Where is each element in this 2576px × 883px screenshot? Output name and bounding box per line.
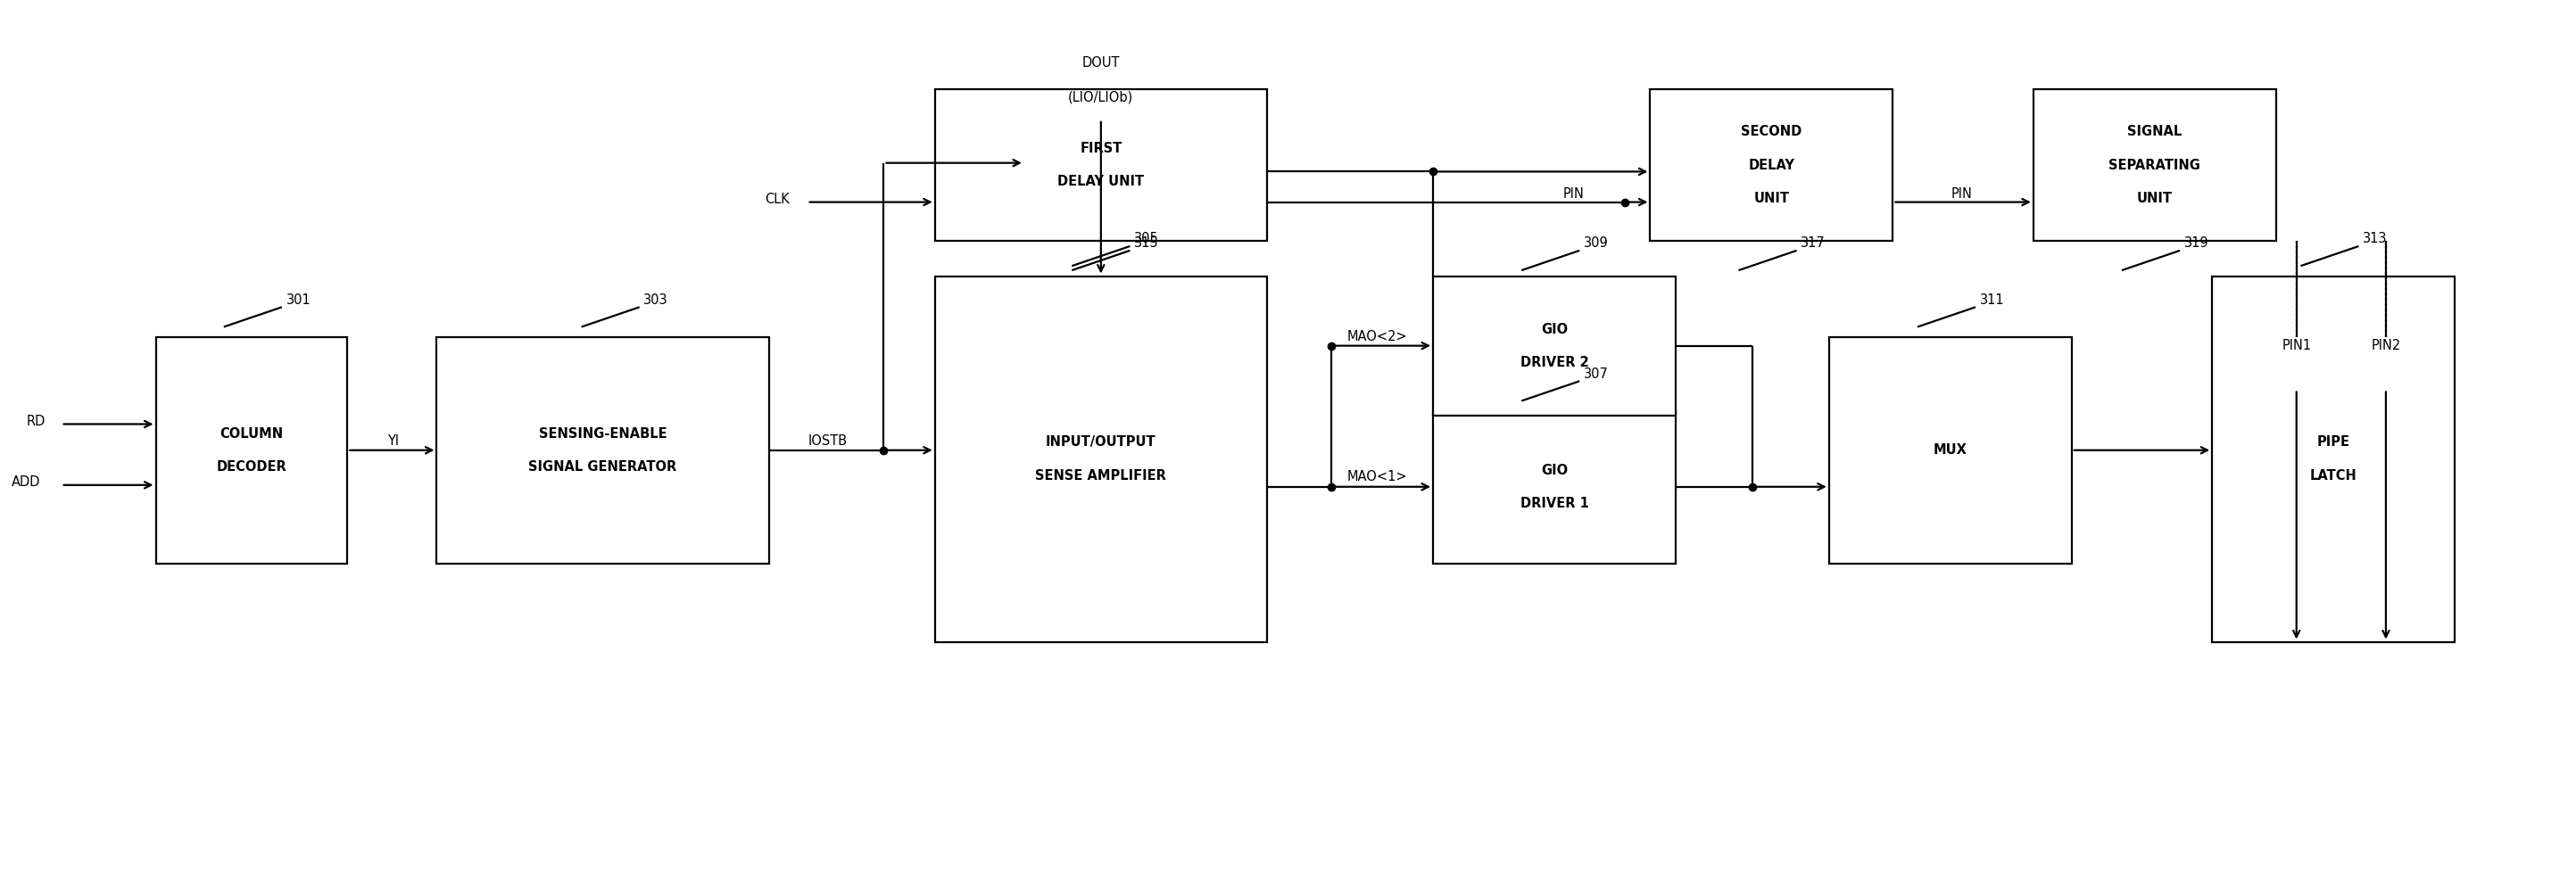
Text: SECOND: SECOND: [1741, 125, 1803, 139]
Bar: [438, 337, 768, 563]
Text: 317: 317: [1801, 237, 1826, 250]
Text: UNIT: UNIT: [1754, 192, 1790, 205]
Bar: [935, 276, 1267, 642]
Text: PIPE: PIPE: [2316, 435, 2349, 449]
Bar: [1651, 89, 1893, 241]
Text: FIRST: FIRST: [1079, 142, 1123, 155]
Text: DRIVER 1: DRIVER 1: [1520, 497, 1589, 510]
Text: UNIT: UNIT: [2138, 192, 2172, 205]
Text: SIGNAL GENERATOR: SIGNAL GENERATOR: [528, 460, 677, 473]
Text: 309: 309: [1584, 237, 1607, 250]
Text: MAO<2>: MAO<2>: [1347, 330, 1406, 343]
Text: PIN: PIN: [1950, 187, 1973, 201]
Text: CLK: CLK: [765, 192, 788, 206]
Text: SENSE AMPLIFIER: SENSE AMPLIFIER: [1036, 469, 1167, 482]
Text: IOSTB: IOSTB: [809, 434, 848, 449]
Text: 319: 319: [2184, 237, 2208, 250]
Text: DECODER: DECODER: [216, 460, 286, 473]
Text: LATCH: LATCH: [2311, 469, 2357, 482]
Text: 315: 315: [1133, 237, 1159, 250]
Text: GIO: GIO: [1540, 322, 1569, 336]
Bar: [1829, 337, 2071, 563]
Text: DELAY: DELAY: [1749, 158, 1795, 172]
Text: GIO: GIO: [1540, 464, 1569, 478]
Text: ADD: ADD: [13, 476, 41, 489]
Text: INPUT/OUTPUT: INPUT/OUTPUT: [1046, 435, 1157, 449]
Text: 303: 303: [644, 293, 667, 306]
Text: YI: YI: [386, 434, 399, 449]
Bar: [155, 337, 348, 563]
Text: (LIO/LIOb): (LIO/LIOb): [1069, 91, 1133, 104]
Bar: [935, 89, 1267, 241]
Text: PIN1: PIN1: [2282, 339, 2311, 352]
Text: MAO<1>: MAO<1>: [1347, 470, 1406, 483]
Bar: [1432, 411, 1677, 563]
Text: 307: 307: [1584, 367, 1607, 381]
Text: DOUT: DOUT: [1082, 57, 1121, 70]
Text: SEPARATING: SEPARATING: [2110, 158, 2200, 172]
Bar: [2032, 89, 2277, 241]
Text: RD: RD: [26, 415, 46, 428]
Text: MUX: MUX: [1935, 443, 1968, 457]
Text: PIN: PIN: [1564, 187, 1584, 201]
Text: 301: 301: [286, 293, 312, 306]
Text: DRIVER 2: DRIVER 2: [1520, 356, 1589, 369]
Text: 311: 311: [1981, 293, 2004, 306]
Text: PIN2: PIN2: [2370, 339, 2401, 352]
Text: 305: 305: [1133, 232, 1159, 245]
Bar: [2213, 276, 2455, 642]
Text: DELAY UNIT: DELAY UNIT: [1059, 175, 1144, 188]
Text: 313: 313: [2362, 232, 2388, 245]
Text: COLUMN: COLUMN: [219, 427, 283, 441]
Text: SIGNAL: SIGNAL: [2128, 125, 2182, 139]
Text: SENSING-ENABLE: SENSING-ENABLE: [538, 427, 667, 441]
Bar: [1432, 276, 1677, 415]
